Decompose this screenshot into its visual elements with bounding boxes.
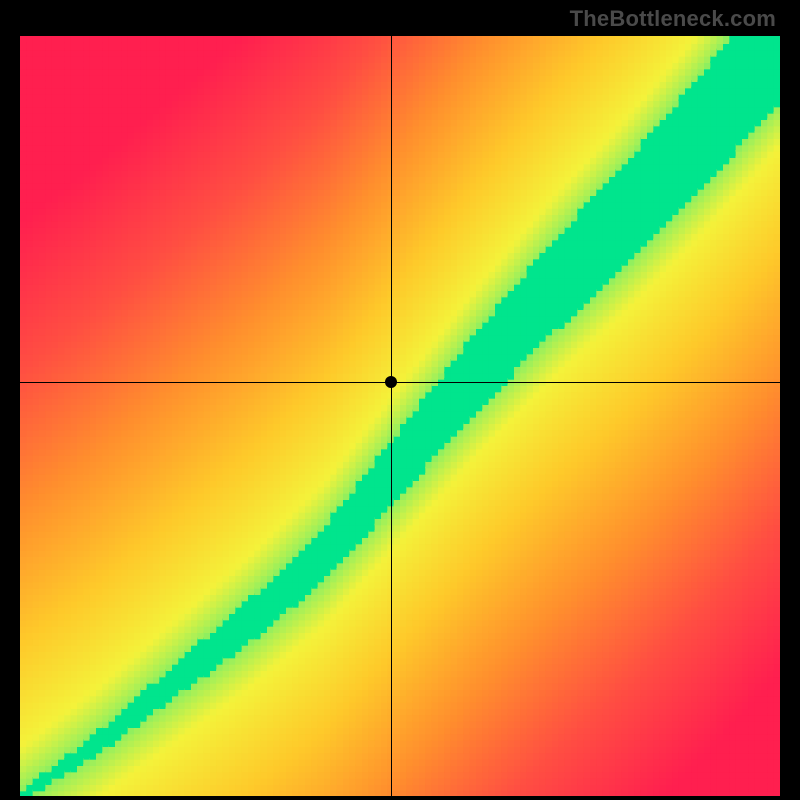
marker-dot (385, 376, 397, 388)
crosshair-horizontal (20, 382, 780, 383)
heatmap-canvas (20, 36, 780, 796)
crosshair-vertical (391, 36, 392, 796)
plot-area (20, 36, 780, 796)
chart-frame: TheBottleneck.com (0, 0, 800, 800)
watermark-text: TheBottleneck.com (570, 6, 776, 32)
